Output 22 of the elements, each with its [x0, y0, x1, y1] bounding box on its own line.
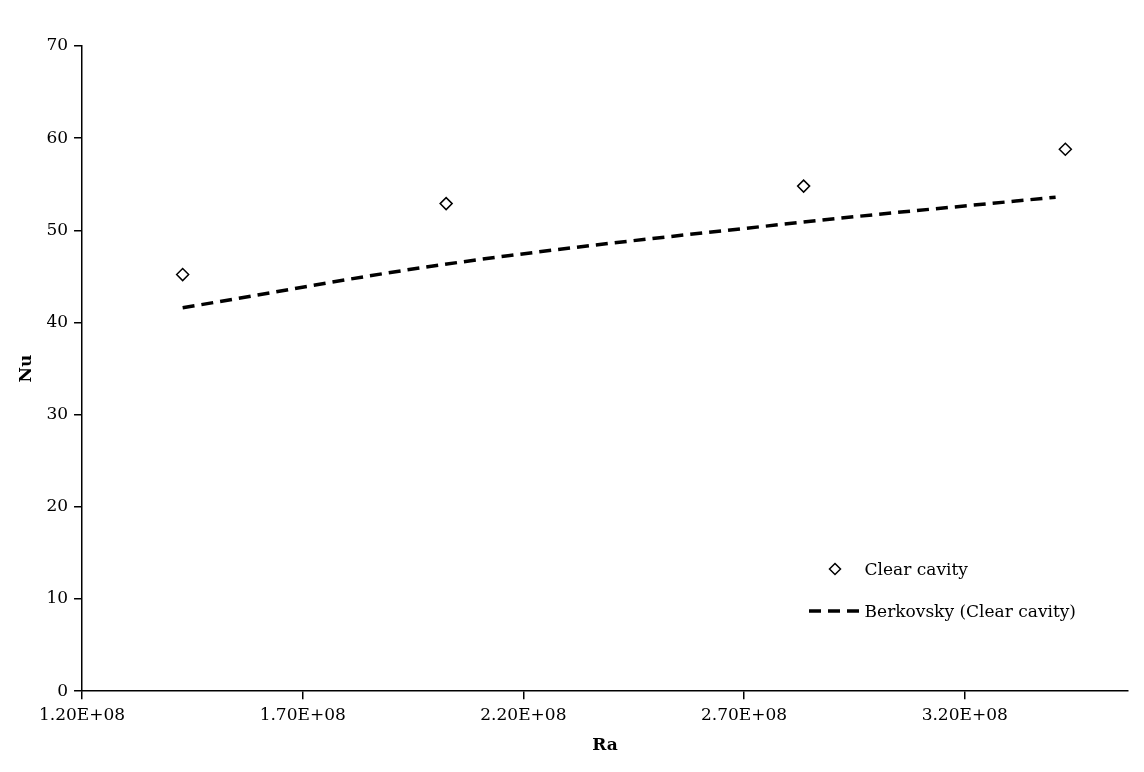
point — [1058, 142, 1073, 156]
legend-label: Clear cavity — [864, 559, 968, 579]
point — [175, 267, 190, 282]
y-tick-label: 50 — [46, 218, 69, 239]
x-tick-label: 1.70E+08 — [259, 703, 346, 724]
line-series — [180, 195, 1058, 310]
x-tick-label: 2.70E+08 — [700, 703, 788, 724]
y-tick-label: 70 — [46, 34, 69, 55]
x-axis-title: Ra — [592, 734, 618, 755]
y-tick-label: 20 — [46, 495, 69, 516]
x-tick-label: 2.20E+08 — [480, 703, 567, 724]
x-tick-label: 3.20E+08 — [921, 703, 1008, 724]
y-tick-label: 60 — [46, 126, 69, 147]
point — [439, 196, 453, 211]
x-tick-label: 1.20E+08 — [38, 703, 126, 724]
y-axis-title: Nu — [14, 354, 35, 383]
point — [796, 179, 811, 193]
legend-label: Berkovsky (Clear cavity) — [864, 601, 1076, 621]
y-tick-label: 40 — [46, 310, 69, 331]
y-tick-label: 0 — [57, 679, 69, 700]
y-tick-label: 30 — [46, 403, 69, 424]
y-tick-label: 10 — [46, 587, 69, 608]
